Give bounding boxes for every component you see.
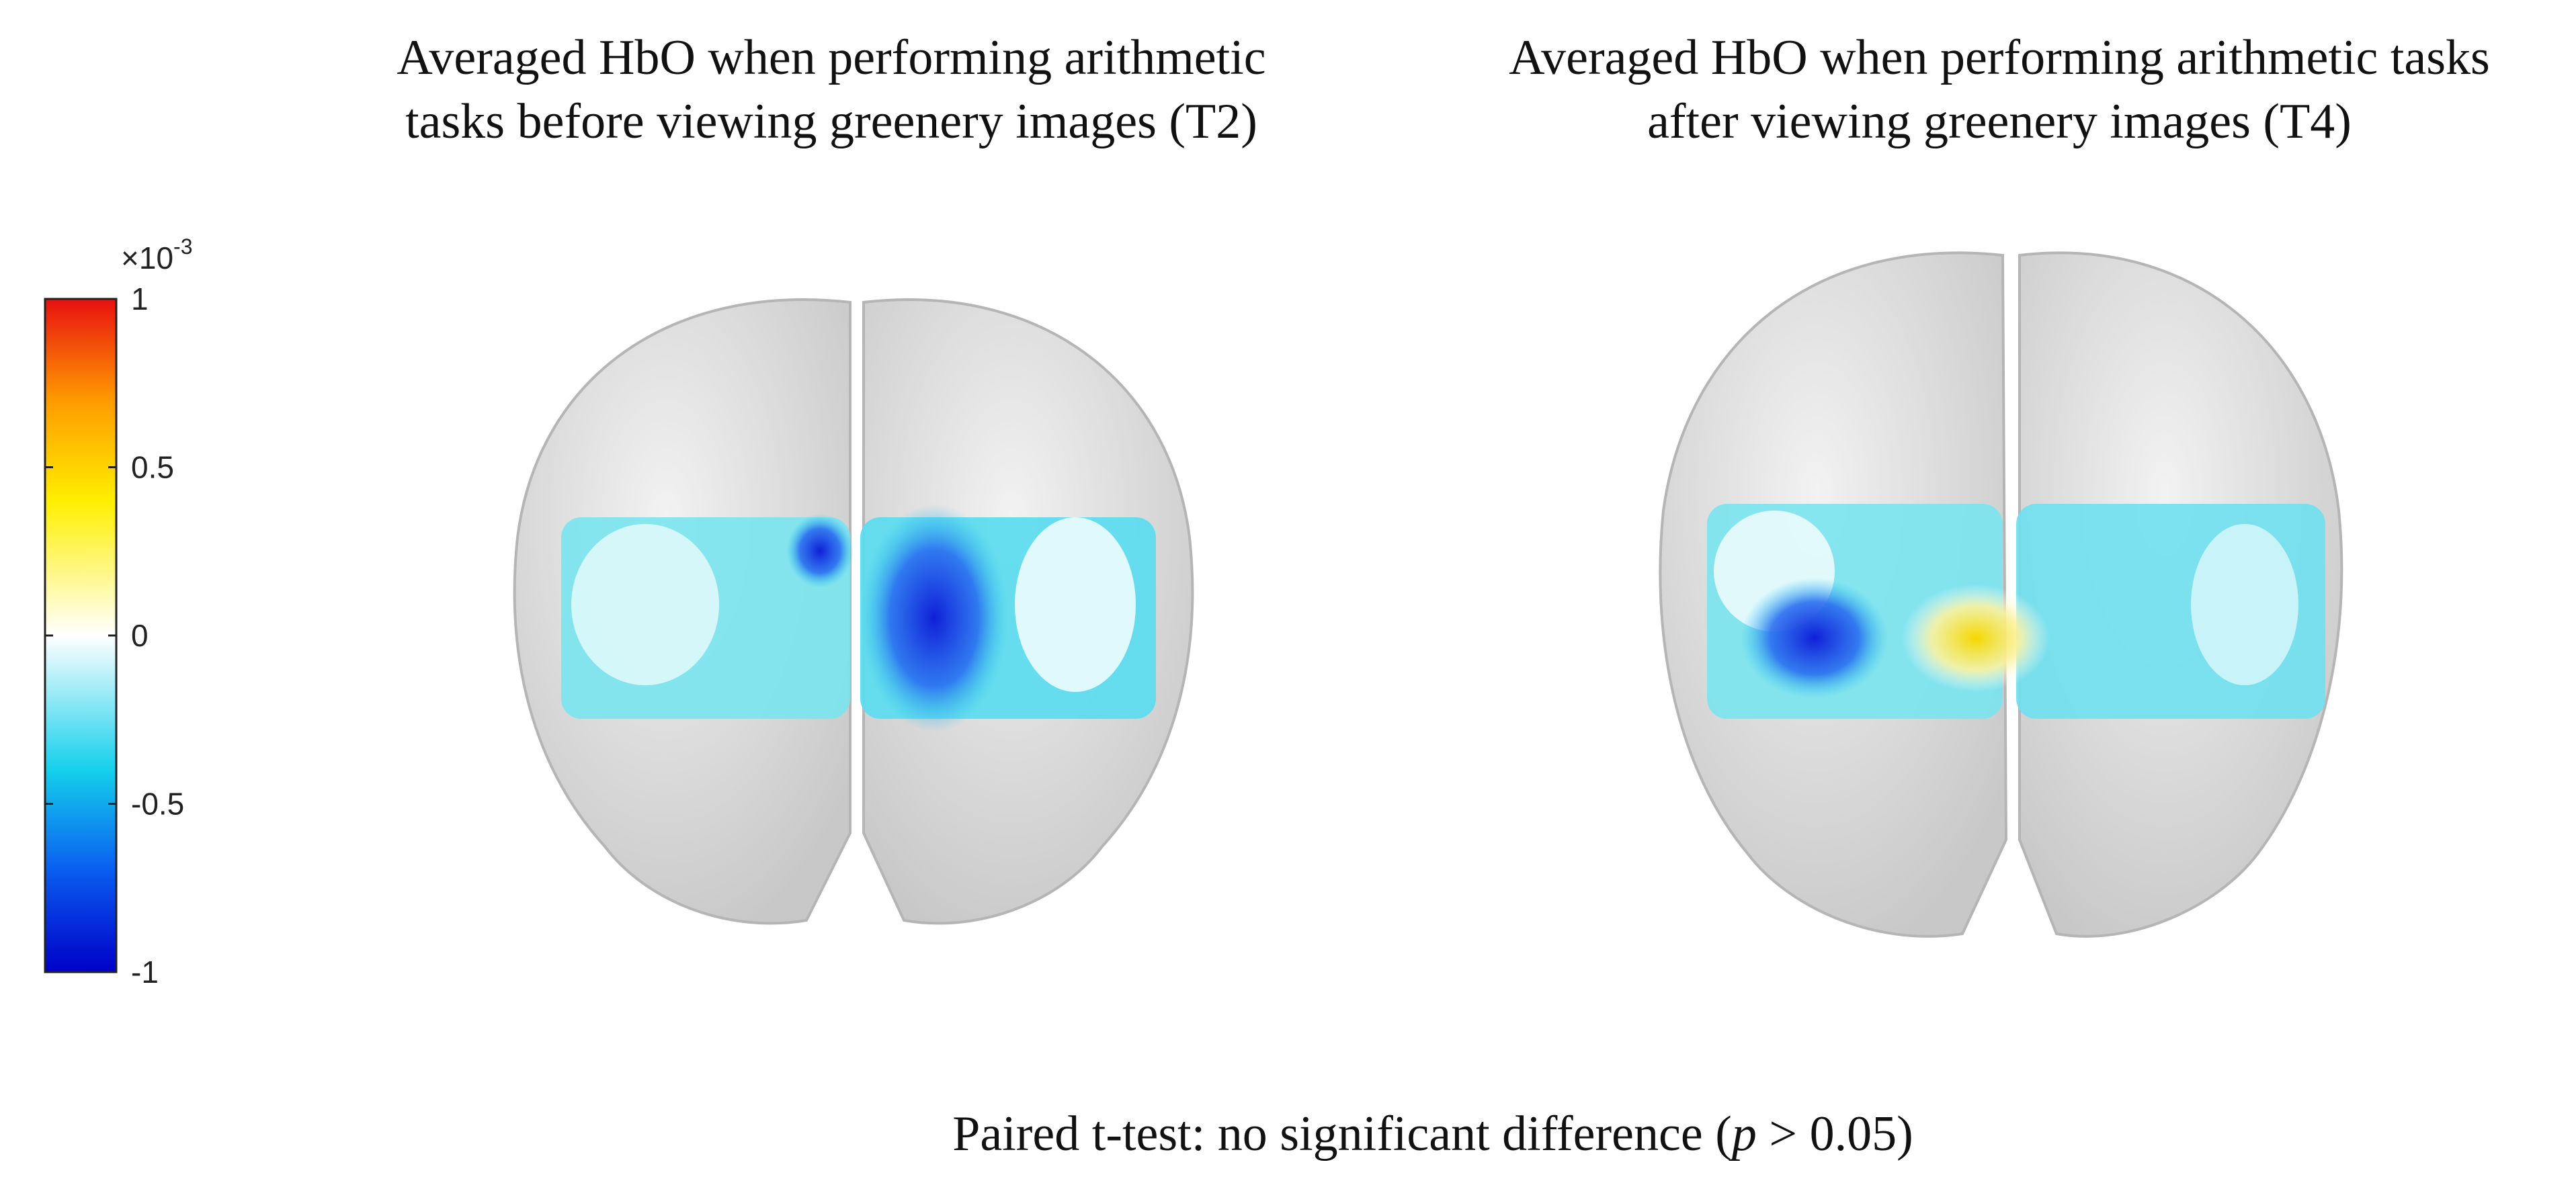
tick-label: 0 — [131, 618, 149, 653]
panel-title: after viewing greenery images (T4) — [1647, 94, 2352, 149]
brain-t4 — [1659, 251, 2343, 938]
brain-t2 — [513, 298, 1194, 925]
panel-title: Averaged HbO when performing arithmetic … — [1509, 30, 2490, 85]
caption-text: > 0.05) — [1757, 1106, 1913, 1162]
caption-italic: p — [1729, 1106, 1757, 1162]
tick-label: -0.5 — [131, 787, 184, 822]
exponent: -3 — [173, 234, 192, 259]
caption: Paired t-test: no significant difference… — [952, 1106, 1913, 1162]
tick-label: 0.5 — [131, 450, 174, 485]
colorbar — [44, 298, 118, 973]
caption-text: Paired t-test: no significant difference… — [952, 1106, 1732, 1162]
multiplier: ×10 — [121, 240, 173, 275]
colorbar-multiplier: ×10-3 — [121, 234, 192, 275]
tick-label: 1 — [131, 281, 149, 316]
panel-title: tasks before viewing greenery images (T2… — [405, 94, 1257, 149]
panel-title: Averaged HbO when performing arithmetic — [397, 30, 1265, 85]
tick-label: -1 — [131, 955, 159, 990]
